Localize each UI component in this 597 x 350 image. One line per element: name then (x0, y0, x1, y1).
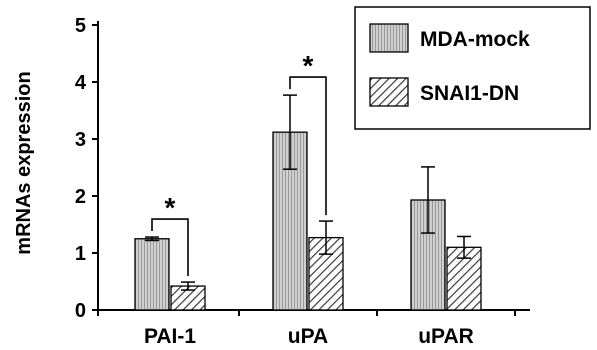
legend-label-mda-mock: MDA-mock (420, 28, 530, 51)
x-category-label: uPAR (418, 325, 474, 348)
y-tick-label: 5 (75, 15, 86, 37)
legend-label-snai1-dn: SNAI1-DN (420, 82, 519, 105)
bars-layer (134, 131, 482, 311)
legend-swatch-snai1-dn (369, 77, 409, 107)
legend-swatch-mda-mock (369, 23, 409, 53)
significance-bracket (289, 76, 327, 216)
y-axis-label: mRNAs expression (13, 71, 35, 254)
significance-bracket (151, 218, 189, 277)
bar-mda-mock-pai-1 (134, 238, 170, 311)
error-bars-layer (145, 94, 471, 291)
y-tick-label: 3 (75, 129, 86, 151)
x-category-label: uPA (288, 325, 328, 348)
axes-layer: 0 1 2 3 4 5 PAI-1 uPA uPAR (75, 15, 530, 348)
y-tick-label: 1 (75, 243, 86, 265)
significance-layer: ** (151, 50, 327, 277)
significance-star: * (303, 50, 314, 81)
y-tick-label: 4 (75, 72, 87, 94)
bar-mda-mock-upar (410, 199, 446, 311)
y-tick-label: 2 (75, 186, 86, 208)
x-category-label: PAI-1 (144, 325, 196, 348)
y-tick-label: 0 (75, 300, 86, 322)
legend: MDA-mock SNAI1-DN (354, 6, 591, 130)
significance-star: * (165, 192, 176, 223)
